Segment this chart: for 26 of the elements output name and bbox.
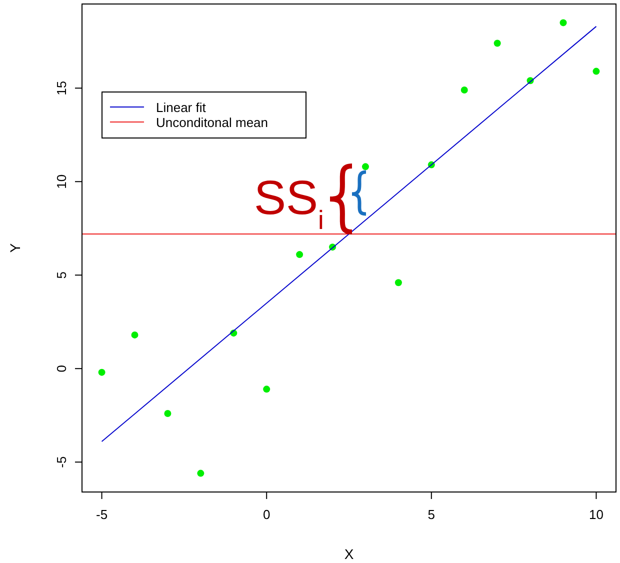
y-tick-label: 15 [54,80,69,96]
x-tick-label: 10 [588,507,604,522]
y-axis-title: Y [7,242,23,253]
legend-label: Unconditonal mean [156,115,268,130]
y-tick-label: 10 [54,174,69,189]
y-tick-label: 5 [54,271,69,279]
point [296,251,304,258]
annotation: SS$_{i}$ [254,172,324,235]
x-tick-label: -5 [96,507,108,522]
point [131,331,138,338]
x-tick-label: 0 [262,507,270,522]
point [263,386,270,393]
point [592,68,600,75]
point [560,19,567,26]
point [494,40,501,47]
y-tick-label: -5 [54,456,69,468]
x-tick-label: 5 [428,507,436,522]
point [460,86,468,94]
point [362,163,369,170]
x-axis-title: X [344,546,354,562]
point [98,368,106,376]
y-tick-label: 0 [54,364,69,372]
point [394,279,402,286]
point [164,410,172,417]
legend-label: Linear fit [156,100,206,115]
point [197,470,204,477]
